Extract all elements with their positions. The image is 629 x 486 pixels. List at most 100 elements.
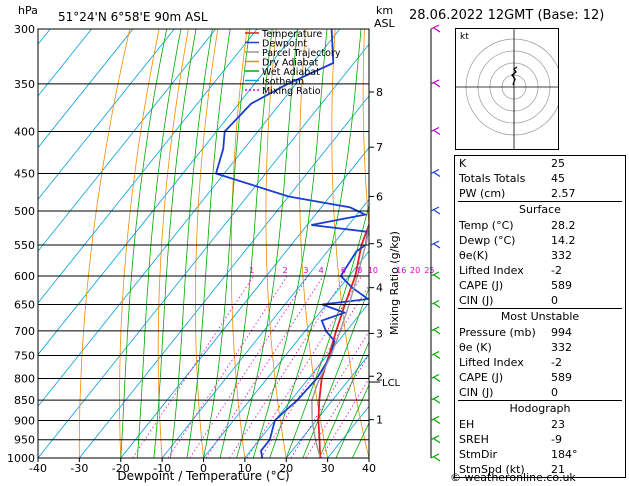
wind-barb [430,240,440,246]
mixing-ratio-label: 3 [303,266,308,275]
surface-value: 0 [551,294,558,307]
wet-adiabat [318,340,369,458]
mixing-ratio-line [132,275,255,458]
pressure-tick-label: 350 [14,78,35,91]
mu-value: 0 [551,386,558,399]
pressure-tick-label: 900 [14,414,35,427]
surface-key: Lifted Index [459,264,524,277]
wind-barb [430,350,440,357]
location-label: 51°24'N 6°58'E 90m ASL [58,10,208,24]
surface-title: Surface [519,203,561,216]
hodograph-svg: kt [456,29,563,149]
mixing-ratio-label: 8 [357,266,362,275]
datetime-label: 28.06.2022 12GMT (Base: 12) [409,8,605,23]
mu-key: Pressure (mb) [459,326,536,339]
hodo-row: StmSpd (kt) 21 [455,462,625,477]
mixing-ratio-label: 10 [368,266,378,275]
isotherm-line [38,29,175,201]
dry-adiabat [157,29,189,458]
mu-key: Lifted Index [459,356,524,369]
km-label: km [376,4,393,17]
x-tick-label: 40 [362,462,376,475]
km-tick-label: 3 [376,327,383,340]
pressure-tick-label: 400 [14,126,35,139]
pressure-tick-label: 1000 [7,452,35,465]
mixing-ratio-label: 4 [319,266,324,275]
x-tick-label: -20 [112,462,130,475]
isotherm-line [285,353,369,458]
pressure-tick-label: 800 [14,372,35,385]
x-tick-label: -10 [153,462,171,475]
wind-barb [433,243,441,249]
hodograph-trace [511,66,518,86]
pressure-tick-label: 500 [14,205,35,218]
wind-barb [430,326,440,332]
surface-key: Dewp (°C) [459,234,516,247]
pressure-unit-label: hPa [18,4,38,17]
hodo-row: SREH -9 [455,432,625,447]
x-tick-label: 30 [321,462,335,475]
x-tick-label: 0 [200,462,207,475]
wet-adiabat [335,383,369,458]
isotherm-line [244,302,369,458]
wind-barb [433,438,441,444]
pressure-tick-label: 750 [14,349,35,362]
dry-adiabat [119,29,160,458]
indices-table: K 25 Totals Totals 45 PW (cm) 2.57 Surface … [454,155,626,478]
hodo-key: StmSpd (kt) [459,463,525,476]
dry-adiabat [362,29,369,231]
hodograph-unit-label: kt [460,32,469,42]
wind-barb [433,329,441,335]
pressure-tick-label: 950 [14,434,35,447]
surface-key: θe(K) [459,249,489,262]
hodo-key: EH [459,418,475,431]
isotherm-line [38,29,217,252]
indices-row: K 25 [455,156,625,171]
wind-barb [430,79,440,85]
x-tick-label: -40 [29,462,47,475]
indices-row: Totals Totals 45 [455,171,625,186]
wind-barb [433,398,441,404]
indices-key: PW (cm) [459,187,506,200]
isotherm-line [38,29,341,407]
legend-entry: Temperature [261,29,322,40]
wind-barb [433,456,441,462]
indices-row: PW (cm) 2.57 [455,186,625,201]
hodo-value: 21 [551,463,565,476]
isotherm-line [203,250,369,458]
dry-adiabat [394,29,452,458]
isotherm-line [79,95,369,458]
mixing-ratio-line [290,330,369,458]
mixing-ratio-label: 20 [410,266,420,275]
mu-value: 332 [551,341,572,354]
mixing-ratio-label: 1 [249,266,254,275]
surface-row: θe(K) 332 [455,248,625,263]
surface-key: CIN (J) [459,294,494,307]
km-tick-label: 2 [376,370,383,383]
mixing-ratio-label: 2 [283,266,288,275]
mu-row: θe (K) 332 [455,340,625,355]
wind-barb [433,171,441,177]
wet-adiabat [120,29,168,458]
hodograph-plot: kt [455,28,563,150]
wind-barb [433,82,441,88]
mu-row: CIN (J) 0 [455,385,625,400]
hodograph-title: Hodograph [509,402,571,415]
surface-row: CAPE (J) 589 [455,278,625,293]
km-tick-label: 8 [376,86,383,99]
legend-entry: Wet Adiabat [262,67,320,78]
pressure-tick-label: 450 [14,167,35,180]
surface-key: CAPE (J) [459,279,504,292]
most-unstable-title: Most Unstable [500,310,580,323]
wind-barb [430,299,440,306]
indices-value: 2.57 [551,187,576,200]
pressure-tick-label: 600 [14,270,35,283]
wind-barb [433,274,441,280]
mu-key: CAPE (J) [459,371,504,384]
km-tick-label: 5 [376,238,383,251]
pressure-tick-label: 550 [14,239,35,252]
legend-entry: Dry Adiabat [262,58,319,69]
lcl-label: LCL [382,378,401,389]
km-tick-label: 4 [376,282,383,295]
wind-barb [430,373,440,380]
